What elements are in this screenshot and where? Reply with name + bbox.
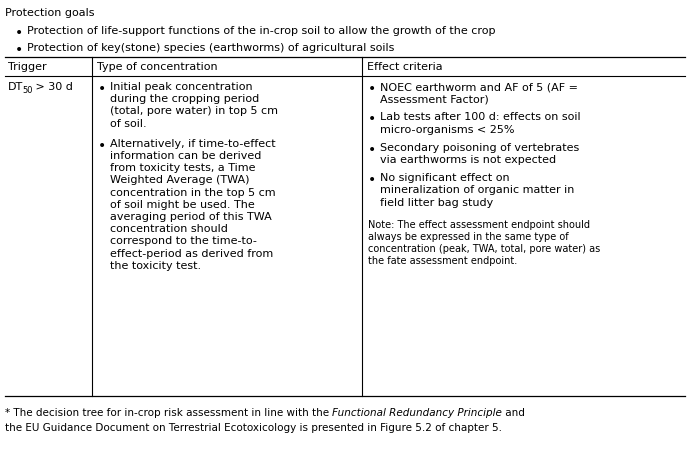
- Text: Lab tests after 100 d: effects on soil: Lab tests after 100 d: effects on soil: [380, 113, 580, 123]
- Text: from toxicity tests, a Time: from toxicity tests, a Time: [110, 163, 255, 173]
- Text: micro-organisms < 25%: micro-organisms < 25%: [380, 124, 515, 134]
- Text: Effect criteria: Effect criteria: [367, 62, 442, 72]
- Text: of soil might be used. The: of soil might be used. The: [110, 200, 255, 210]
- Text: > 30 d: > 30 d: [32, 82, 73, 92]
- Text: Alternatively, if time-to-effect: Alternatively, if time-to-effect: [110, 139, 275, 149]
- Text: Protection of key(stone) species (earthworms) of agricultural soils: Protection of key(stone) species (earthw…: [27, 43, 395, 53]
- Text: Trigger: Trigger: [8, 62, 47, 72]
- Text: Type of concentration: Type of concentration: [97, 62, 217, 72]
- Text: Assessment Factor): Assessment Factor): [380, 94, 489, 104]
- Text: Initial peak concentration: Initial peak concentration: [110, 82, 253, 92]
- Text: always be expressed in the same type of: always be expressed in the same type of: [368, 232, 569, 242]
- Text: the toxicity test.: the toxicity test.: [110, 261, 201, 271]
- Text: concentration in the top 5 cm: concentration in the top 5 cm: [110, 188, 275, 198]
- Text: concentration should: concentration should: [110, 224, 228, 234]
- Text: •: •: [368, 173, 376, 187]
- Text: Note: The effect assessment endpoint should: Note: The effect assessment endpoint sho…: [368, 220, 590, 230]
- Text: Weighted Average (TWA): Weighted Average (TWA): [110, 175, 250, 185]
- Text: field litter bag study: field litter bag study: [380, 198, 493, 208]
- Text: 50: 50: [22, 86, 32, 95]
- Text: •: •: [15, 26, 23, 40]
- Text: Functional Redundancy Principle: Functional Redundancy Principle: [333, 408, 502, 418]
- Text: effect-period as derived from: effect-period as derived from: [110, 248, 273, 258]
- Text: No significant effect on: No significant effect on: [380, 173, 510, 183]
- Text: (total, pore water) in top 5 cm: (total, pore water) in top 5 cm: [110, 106, 278, 116]
- Text: and: and: [502, 408, 525, 418]
- Text: via earthworms is not expected: via earthworms is not expected: [380, 155, 556, 165]
- Text: mineralization of organic matter in: mineralization of organic matter in: [380, 185, 574, 195]
- Text: the EU Guidance Document on Terrestrial Ecotoxicology is presented in Figure 5.2: the EU Guidance Document on Terrestrial …: [5, 423, 502, 433]
- Text: Secondary poisoning of vertebrates: Secondary poisoning of vertebrates: [380, 143, 579, 153]
- Text: •: •: [98, 82, 106, 96]
- Text: •: •: [368, 82, 376, 96]
- Text: NOEC earthworm and AF of 5 (AF =: NOEC earthworm and AF of 5 (AF =: [380, 82, 578, 92]
- Text: DT: DT: [8, 82, 23, 92]
- Text: correspond to the time-to-: correspond to the time-to-: [110, 237, 257, 247]
- Text: of soil.: of soil.: [110, 119, 146, 129]
- Text: averaging period of this TWA: averaging period of this TWA: [110, 212, 272, 222]
- Text: the fate assessment endpoint.: the fate assessment endpoint.: [368, 256, 518, 266]
- Text: •: •: [15, 43, 23, 57]
- Text: •: •: [98, 139, 106, 153]
- Text: during the cropping period: during the cropping period: [110, 94, 259, 104]
- Text: •: •: [368, 113, 376, 126]
- Text: Protection of life-support functions of the in-crop soil to allow the growth of : Protection of life-support functions of …: [27, 26, 495, 36]
- Text: * The decision tree for in-crop risk assessment in line with the: * The decision tree for in-crop risk ass…: [5, 408, 333, 418]
- Text: concentration (peak, TWA, total, pore water) as: concentration (peak, TWA, total, pore wa…: [368, 244, 600, 254]
- Text: information can be derived: information can be derived: [110, 151, 262, 161]
- Text: •: •: [368, 143, 376, 157]
- Text: Protection goals: Protection goals: [5, 8, 95, 18]
